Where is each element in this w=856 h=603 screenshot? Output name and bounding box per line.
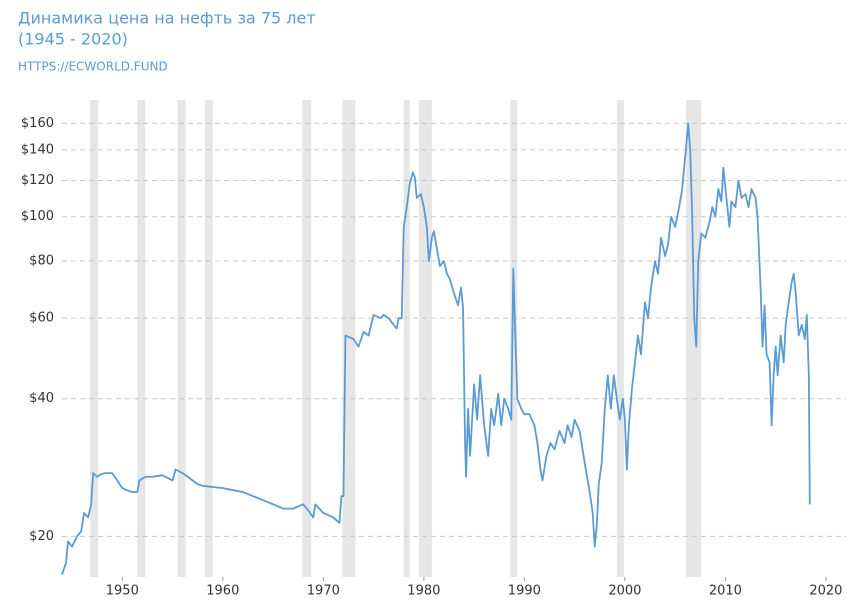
recession-band — [686, 100, 702, 577]
recession-band — [137, 100, 146, 577]
x-tick-label: 2010 — [709, 584, 742, 599]
price-line — [61, 122, 811, 575]
grid: $20 $40 $60 $80 $100 $120 $140 $160 1950 1960 1970… — [21, 116, 846, 599]
y-tick-label: $160 — [21, 116, 54, 131]
recession-band — [177, 100, 186, 577]
source: HTTPS://ECWORLD.FUND — [18, 60, 168, 74]
chart-subtitle: (1945 - 2020) — [18, 30, 128, 49]
x-tick-label: 1980 — [407, 584, 440, 599]
plot — [61, 122, 811, 575]
y-tick-label: $60 — [29, 311, 54, 326]
y-tick-label: $120 — [21, 173, 54, 188]
recession-band — [403, 100, 410, 577]
y-tick-label: $40 — [29, 391, 54, 406]
recession-band — [510, 100, 518, 577]
x-tick-label: 2020 — [809, 584, 842, 599]
recession-band — [418, 100, 432, 577]
y-tick-label: $140 — [21, 142, 54, 157]
x-tick-label: 1950 — [106, 584, 139, 599]
recession-band — [90, 100, 99, 577]
recession-band — [342, 100, 356, 577]
x-tick-label: 1990 — [508, 584, 541, 599]
recession-bands — [90, 100, 702, 577]
y-tick-label: $100 — [21, 209, 54, 224]
y-tick-label: $20 — [29, 529, 54, 544]
recession-band — [616, 100, 624, 577]
chart-title: Динамика цена на нефть за 75 лет — [18, 9, 316, 28]
x-tick-label: 1970 — [307, 584, 340, 599]
recession-band — [302, 100, 312, 577]
x-tick-label: 2000 — [608, 584, 641, 599]
recession-band — [204, 100, 213, 577]
y-tick-label: $80 — [29, 254, 54, 269]
x-tick-label: 1960 — [206, 584, 239, 599]
